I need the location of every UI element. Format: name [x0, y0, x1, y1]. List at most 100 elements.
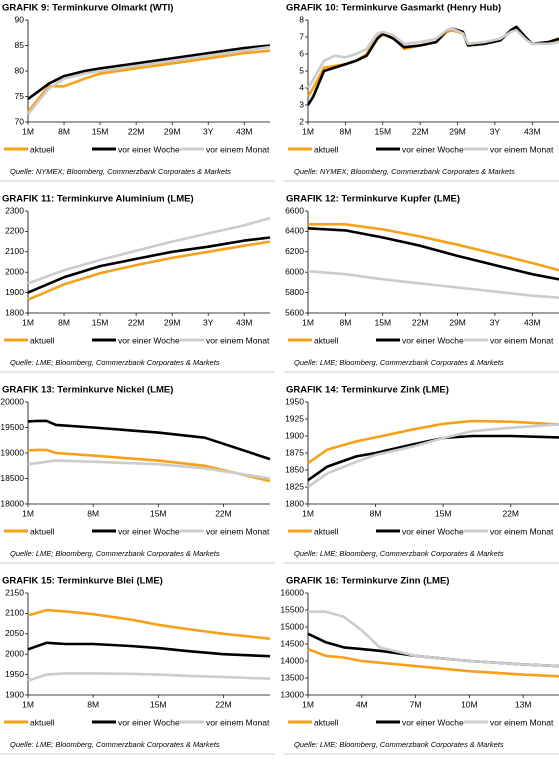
- x-tick-label: 8M: [87, 508, 99, 518]
- x-tick-label: 43M: [524, 317, 541, 327]
- x-tick-label: 7M: [410, 699, 422, 709]
- y-tick-label: 16000: [280, 587, 304, 597]
- y-tick-label: 1900: [5, 689, 24, 699]
- series-line: [307, 647, 559, 678]
- source-note: Quelle: LME; Bloomberg, Commerzbank Corp…: [294, 740, 504, 749]
- series-line: [306, 25, 559, 106]
- x-tick-label: 22M: [215, 699, 232, 709]
- y-tick-label: 6400: [285, 226, 304, 236]
- x-tick-label: 15M: [374, 126, 391, 136]
- y-tick-label: 18000: [0, 498, 24, 508]
- y-tick-label: 1825: [285, 481, 304, 491]
- chart-title: GRAFIK 14: Terminkurve Zink (LME): [286, 385, 449, 396]
- y-tick-label: 1900: [285, 430, 304, 440]
- legend-label: vor einer Woche: [402, 717, 464, 727]
- x-tick-label: 1M: [302, 508, 314, 518]
- y-tick-label: 20000: [0, 396, 24, 406]
- legend-label: vor einem Monat: [206, 717, 270, 727]
- y-tick-label: 1800: [285, 498, 304, 508]
- y-tick-label: 14000: [280, 655, 304, 665]
- x-tick-label: 3Y: [490, 126, 501, 136]
- y-tick-label: 70: [15, 116, 25, 126]
- y-tick-label: 4: [299, 82, 304, 92]
- source-note: Quelle: LME; Bloomberg, Commerzbank Corp…: [10, 549, 220, 558]
- y-tick-label: 15500: [280, 604, 304, 614]
- y-tick-label: 5800: [285, 287, 304, 297]
- x-tick-label: 3Y: [203, 126, 214, 136]
- chart-title: GRAFIK 11: Terminkurve Aluminium (LME): [2, 194, 194, 205]
- legend-label: vor einem Monat: [206, 526, 270, 536]
- x-tick-label: 29M: [164, 317, 181, 327]
- y-tick-label: 75: [15, 91, 25, 101]
- series-line: [27, 608, 271, 640]
- chart-title: GRAFIK 13: Terminkurve Nickel (LME): [2, 385, 173, 396]
- source-note: Quelle: LME; Bloomberg, Commerzbank Corp…: [294, 549, 504, 558]
- chart-title: GRAFIK 15: Terminkurve Blei (LME): [2, 576, 163, 587]
- x-tick-label: 8M: [370, 508, 382, 518]
- series-line: [307, 632, 559, 668]
- x-tick-label: 15M: [150, 699, 167, 709]
- y-tick-label: 85: [15, 40, 25, 50]
- series-line: [27, 44, 271, 101]
- x-tick-label: 1M: [302, 317, 314, 327]
- source-note: Quelle: NYMEX; Bloomberg, Commerzbank Co…: [10, 167, 231, 176]
- legend-label: vor einer Woche: [118, 335, 180, 345]
- x-tick-label: 8M: [339, 317, 351, 327]
- chart-title: GRAFIK 16: Terminkurve Zinn (LME): [286, 576, 449, 587]
- x-tick-label: 8M: [58, 126, 70, 136]
- source-note: Quelle: LME; Bloomberg, Commerzbank Corp…: [294, 358, 504, 367]
- y-tick-label: 2000: [5, 648, 24, 658]
- y-tick-label: 19000: [0, 447, 24, 457]
- y-tick-label: 6000: [285, 266, 304, 276]
- legend-label: vor einer Woche: [118, 144, 180, 154]
- y-tick-label: 2300: [5, 205, 24, 215]
- series-line: [307, 434, 559, 482]
- legend-label: vor einer Woche: [402, 526, 464, 536]
- y-tick-label: 5: [299, 65, 304, 75]
- source-note: Quelle: LME; Bloomberg, Commerzbank Corp…: [10, 358, 220, 367]
- y-tick-label: 1875: [285, 447, 304, 457]
- x-tick-label: 22M: [502, 508, 519, 518]
- x-tick-label: 43M: [236, 317, 253, 327]
- x-tick-label: 15M: [92, 317, 109, 327]
- y-tick-label: 1950: [5, 669, 24, 679]
- y-tick-label: 13000: [280, 689, 304, 699]
- series-line: [27, 419, 271, 461]
- series-line: [26, 45, 271, 116]
- chart-title: GRAFIK 10: Terminkurve Gasmarkt (Henry H…: [286, 3, 501, 14]
- y-tick-label: 7: [299, 31, 304, 41]
- y-tick-label: 8: [299, 14, 304, 24]
- y-tick-label: 1800: [5, 307, 24, 317]
- series-line: [27, 236, 271, 294]
- y-tick-label: 13500: [280, 672, 304, 682]
- series-line: [27, 459, 271, 480]
- x-tick-label: 3Y: [490, 317, 501, 327]
- series-line: [307, 423, 559, 489]
- series-line: [27, 672, 271, 682]
- x-tick-label: 1M: [22, 126, 34, 136]
- y-tick-label: 90: [15, 14, 25, 24]
- x-tick-label: 22M: [412, 126, 429, 136]
- x-tick-label: 1M: [302, 126, 314, 136]
- legend-label: vor einer Woche: [118, 526, 180, 536]
- series-line: [307, 227, 559, 281]
- y-tick-label: 2150: [5, 587, 24, 597]
- y-tick-label: 1925: [285, 413, 304, 423]
- series-line: [27, 641, 271, 658]
- legend-label: aktuell: [314, 144, 339, 154]
- x-tick-label: 4M: [356, 699, 368, 709]
- legend-label: vor einem Monat: [490, 526, 554, 536]
- chart-title: GRAFIK 9: Terminkurve Olmarkt (WTI): [2, 3, 173, 14]
- x-tick-label: 22M: [412, 317, 429, 327]
- y-tick-label: 6600: [285, 205, 304, 215]
- series-line: [26, 49, 271, 113]
- y-tick-label: 1900: [5, 287, 24, 297]
- legend-label: aktuell: [314, 717, 339, 727]
- legend-label: vor einer Woche: [118, 717, 180, 727]
- series-line: [306, 27, 559, 89]
- x-tick-label: 8M: [58, 317, 70, 327]
- y-tick-label: 80: [15, 65, 25, 75]
- x-tick-label: 8M: [339, 126, 351, 136]
- y-tick-label: 19500: [0, 422, 24, 432]
